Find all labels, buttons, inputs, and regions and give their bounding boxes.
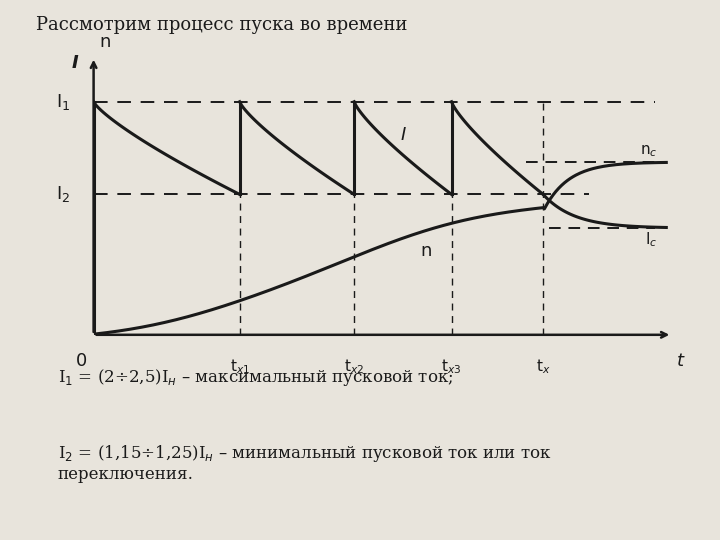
Text: t$_{x1}$: t$_{x1}$ [230, 357, 250, 376]
Text: I$_2$ = (1,15÷1,25)I$_н$ – минимальный пусковой ток или ток
переключения.: I$_2$ = (1,15÷1,25)I$_н$ – минимальный п… [58, 443, 552, 483]
Text: I: I [400, 126, 405, 144]
Text: t$_{x2}$: t$_{x2}$ [344, 357, 364, 376]
Text: Рассмотрим процесс пуска во времени: Рассмотрим процесс пуска во времени [36, 16, 408, 34]
Text: I: I [72, 54, 79, 72]
Text: I$_2$: I$_2$ [55, 184, 70, 205]
Text: n: n [420, 241, 431, 260]
Text: 0: 0 [76, 352, 87, 370]
Text: n: n [99, 33, 111, 51]
Text: t$_{x3}$: t$_{x3}$ [441, 357, 462, 376]
Text: t$_x$: t$_x$ [536, 357, 550, 376]
Text: n$_c$: n$_c$ [640, 143, 657, 159]
Text: I$_1$ = (2÷2,5)I$_н$ – максимальный пусковой ток;: I$_1$ = (2÷2,5)I$_н$ – максимальный пуск… [58, 367, 453, 388]
Text: I$_c$: I$_c$ [645, 230, 657, 249]
Text: t: t [677, 352, 684, 370]
Text: I$_1$: I$_1$ [55, 92, 70, 112]
